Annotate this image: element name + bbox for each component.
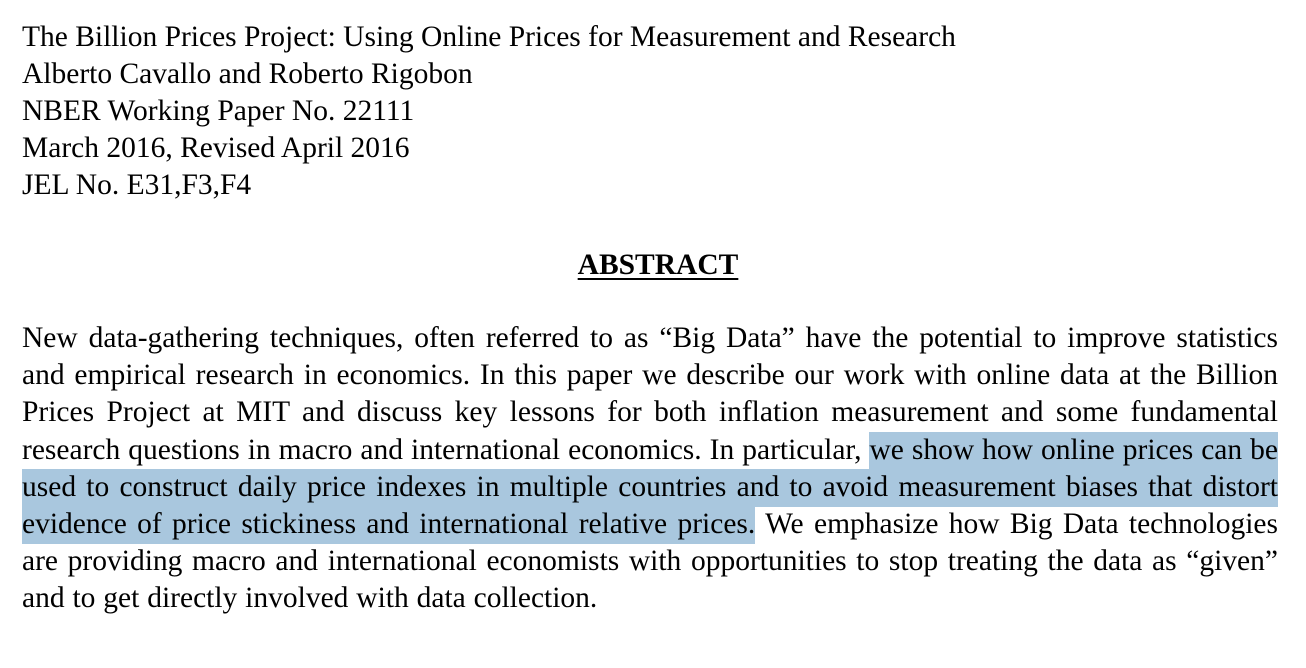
paper-page: The Billion Prices Project: Using Online… [22,19,1278,618]
abstract-text-after[interactable]: We emphasize how Big Data technologies a… [22,508,1278,615]
paper-title: The Billion Prices Project: Using Online… [22,21,956,53]
abstract-paragraph[interactable]: New data-gathering techniques, often ref… [22,320,1278,618]
paper-series: NBER Working Paper No. 22111 [22,95,415,127]
paper-authors: Alberto Cavallo and Roberto Rigobon [22,58,473,90]
paper-jel-codes: JEL No. E31,F3,F4 [22,169,252,201]
abstract-heading: ABSTRACT [577,249,739,281]
abstract-text-before[interactable]: New data-gathering techniques, often ref… [22,322,1278,466]
paper-date: March 2016, Revised April 2016 [22,132,410,164]
